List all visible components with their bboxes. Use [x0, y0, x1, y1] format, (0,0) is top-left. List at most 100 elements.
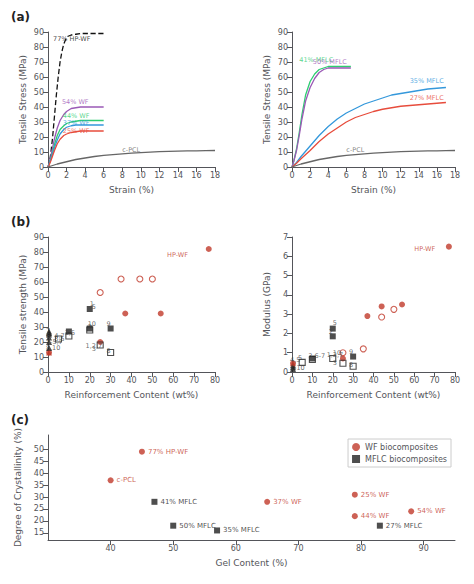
svg-text:0: 0 — [39, 368, 44, 377]
svg-text:(a): (a) — [11, 10, 30, 24]
svg-text:4: 4 — [326, 171, 331, 180]
svg-text:1-10: 1-10 — [290, 364, 305, 372]
svg-text:6: 6 — [283, 252, 288, 261]
svg-text:60: 60 — [278, 73, 288, 82]
svg-text:14: 14 — [173, 171, 183, 180]
svg-text:Tensile strength (MPa): Tensile strength (MPa) — [18, 255, 28, 355]
svg-text:3,6-7: 3,6-7 — [308, 352, 325, 360]
svg-text:5: 5 — [333, 319, 337, 327]
svg-text:40: 40 — [34, 308, 44, 317]
svg-text:50% MFLC: 50% MFLC — [179, 522, 216, 530]
svg-text:80: 80 — [356, 544, 366, 553]
svg-text:60: 60 — [168, 376, 178, 385]
svg-text:2: 2 — [64, 171, 69, 180]
svg-text:70: 70 — [34, 58, 44, 67]
svg-text:20: 20 — [328, 376, 338, 385]
svg-text:30: 30 — [34, 323, 44, 332]
svg-text:9: 9 — [349, 348, 353, 356]
svg-text:5: 5 — [298, 354, 302, 362]
svg-text:50% MFLC: 50% MFLC — [313, 58, 347, 66]
svg-text:7: 7 — [46, 327, 50, 335]
svg-text:20: 20 — [34, 338, 44, 347]
svg-text:8: 8 — [349, 361, 353, 369]
svg-text:0: 0 — [283, 368, 288, 377]
svg-text:Strain (%): Strain (%) — [351, 185, 396, 195]
svg-text:6: 6 — [101, 171, 106, 180]
svg-text:80: 80 — [210, 376, 220, 385]
svg-text:77% HP-WF: 77% HP-WF — [53, 35, 91, 43]
svg-text:HP-WF: HP-WF — [167, 251, 188, 259]
svg-text:16: 16 — [432, 171, 442, 180]
svg-text:80: 80 — [278, 43, 288, 52]
svg-text:80: 80 — [34, 248, 44, 257]
svg-text:50: 50 — [34, 88, 44, 97]
svg-text:60: 60 — [231, 544, 241, 553]
svg-text:50: 50 — [168, 544, 178, 553]
svg-text:10: 10 — [34, 148, 44, 157]
svg-text:30: 30 — [34, 118, 44, 127]
svg-text:10: 10 — [278, 148, 288, 157]
svg-text:35% MFLC: 35% MFLC — [410, 77, 444, 85]
svg-text:35: 35 — [34, 481, 44, 490]
svg-text:c-PCL: c-PCL — [122, 146, 140, 154]
svg-text:90: 90 — [34, 233, 44, 242]
svg-text:10: 10 — [377, 171, 387, 180]
svg-text:90: 90 — [278, 28, 288, 37]
svg-text:(c): (c) — [11, 413, 29, 427]
svg-text:20: 20 — [34, 133, 44, 142]
svg-text:HP-WF: HP-WF — [414, 245, 435, 253]
svg-text:27% MFLC: 27% MFLC — [386, 522, 423, 530]
svg-text:15: 15 — [34, 528, 44, 537]
svg-text:3,5: 3,5 — [54, 335, 64, 343]
svg-text:25: 25 — [34, 504, 44, 513]
svg-text:18: 18 — [210, 171, 220, 180]
svg-text:30: 30 — [278, 118, 288, 127]
svg-text:c-PCL: c-PCL — [346, 146, 364, 154]
svg-text:2: 2 — [283, 329, 288, 338]
svg-text:50: 50 — [389, 376, 399, 385]
svg-text:10: 10 — [88, 320, 96, 328]
svg-text:40: 40 — [368, 376, 378, 385]
svg-text:50: 50 — [147, 376, 157, 385]
svg-text:Reinforcement Content (wt%): Reinforcement Content (wt%) — [307, 390, 441, 400]
svg-text:10: 10 — [307, 376, 317, 385]
svg-text:30: 30 — [106, 376, 116, 385]
svg-text:60: 60 — [34, 278, 44, 287]
svg-text:54% WF: 54% WF — [417, 507, 446, 515]
svg-text:70: 70 — [189, 376, 199, 385]
svg-text:10: 10 — [136, 171, 146, 180]
svg-text:70: 70 — [278, 58, 288, 67]
svg-text:10: 10 — [64, 376, 74, 385]
svg-text:3,5: 3,5 — [65, 329, 75, 337]
svg-text:54% WF: 54% WF — [62, 98, 89, 106]
svg-text:1: 1 — [283, 348, 288, 357]
svg-text:10: 10 — [333, 349, 341, 357]
svg-text:70: 70 — [430, 376, 440, 385]
svg-text:50: 50 — [34, 293, 44, 302]
svg-text:8: 8 — [106, 347, 110, 355]
svg-text:90: 90 — [34, 28, 44, 37]
svg-text:70: 70 — [34, 263, 44, 272]
svg-text:MFLC biocomposites: MFLC biocomposites — [365, 455, 447, 464]
svg-text:2: 2 — [329, 328, 333, 336]
svg-text:16: 16 — [191, 171, 201, 180]
svg-text:8: 8 — [362, 171, 367, 180]
svg-text:10: 10 — [34, 353, 44, 362]
svg-text:4: 4 — [83, 171, 88, 180]
svg-text:9: 9 — [106, 320, 110, 328]
svg-text:40: 40 — [34, 469, 44, 478]
svg-text:20: 20 — [85, 376, 95, 385]
svg-text:90: 90 — [419, 544, 429, 553]
svg-text:5: 5 — [92, 303, 96, 311]
svg-text:25% WF: 25% WF — [361, 491, 390, 499]
svg-text:30: 30 — [348, 376, 358, 385]
svg-text:Strain (%): Strain (%) — [109, 185, 154, 195]
svg-text:40: 40 — [34, 103, 44, 112]
svg-text:0: 0 — [289, 171, 294, 180]
svg-text:0: 0 — [283, 163, 288, 172]
svg-text:70: 70 — [293, 544, 303, 553]
svg-text:(b): (b) — [11, 215, 31, 229]
svg-text:3: 3 — [333, 359, 337, 367]
svg-text:2: 2 — [308, 171, 313, 180]
svg-text:35% MFLC: 35% MFLC — [223, 526, 260, 534]
